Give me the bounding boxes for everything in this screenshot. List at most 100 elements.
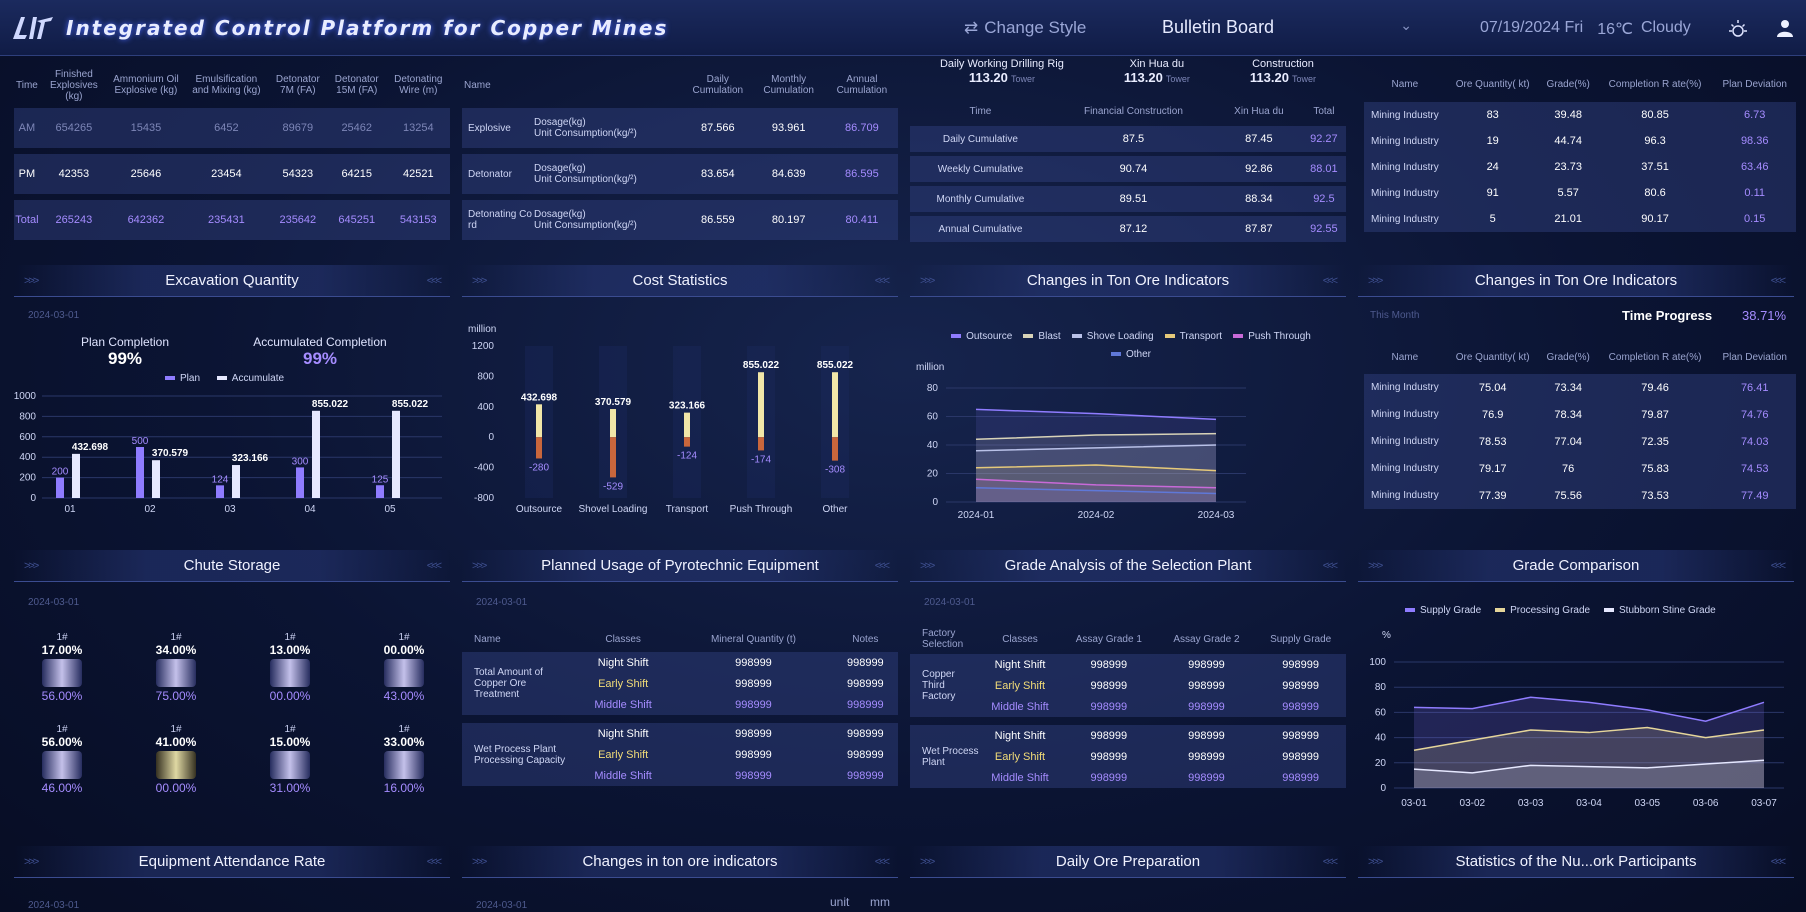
series-area [1414,760,1764,788]
section-title-text: Daily Ore Preparation [1055,853,1201,870]
chevron-down-icon: ⌄ [1400,17,1412,33]
board-select-value: Bulletin Board [1162,17,1275,37]
drill-group-title: Daily Working Drilling Rig [939,58,1064,70]
col-header: Name [474,633,501,645]
cell: 92.86 [1245,163,1273,175]
table-row: Total 265243 642362 235431 235642 645251… [14,200,450,240]
unit-label: unit [830,895,850,909]
series-line [975,478,1217,489]
col-header: Plan Deviation [1722,78,1787,90]
cell: Mining Industry [1370,187,1439,199]
negative-bar [536,437,542,459]
time-progress-label: Time Progress [1622,308,1713,323]
accumulate-bar [72,453,80,498]
cell: 74.53 [1740,462,1769,475]
chute-cylinder [42,751,82,779]
cell: 74.03 [1740,435,1769,448]
user-icon[interactable] [1776,19,1794,37]
negative-data-label: -174 [751,454,771,465]
col-header [534,62,684,108]
mining-top-table: Name Ore Quantity( kt) Grade(%) Completi… [1364,66,1796,232]
chute-bottom-value: 46.00% [41,781,83,795]
cell: 75.04 [1478,381,1507,394]
cell: 998999 [1090,750,1128,763]
series-line [975,444,1217,452]
date-text: 07/19/2024 Fri [1480,19,1584,36]
cell: Total [15,214,39,226]
cell: 77.04 [1554,435,1582,448]
plan-bar [296,467,304,498]
series-area [976,433,1216,502]
plan-data-label: 300 [292,456,309,467]
series-line [1413,726,1765,751]
negative-data-label: -280 [529,462,549,473]
x-tick-label: 03-03 [1518,798,1544,809]
grade-comparison-legend: Supply Grade Processing Grade Stubborn S… [1405,605,1716,616]
cell: 998999 [1090,771,1128,784]
x-tick-label: 03-07 [1751,798,1777,809]
x-tick-label: Shovel Loading [579,504,648,515]
cell: 5.57 [1557,187,1579,199]
weather-text: Cloudy [1640,19,1691,36]
y-axis-label: million [916,362,944,373]
cell: 6452 [214,122,239,134]
cell: 0.15 [1743,213,1766,225]
series-line [1413,696,1765,722]
cell: 998999 [1090,679,1128,692]
y-tick-label: 0 [488,432,494,443]
section-title-text: Equipment Attendance Rate [138,853,326,870]
legend-swatch [1495,608,1506,613]
table-row: Mining Industry 19 44.74 96.3 98.36 [1364,128,1796,154]
chute-cylinder [384,659,424,687]
cell: 87.45 [1245,133,1273,145]
cell: Middle Shift [594,769,652,782]
top-bar: Integrated Control Platform for Copper M… [0,0,1806,56]
cell: 543153 [399,214,437,226]
change-style-label: Change Style [984,18,1087,37]
grade-analysis-table: Factory Selection Classes Assay Grade 1 … [910,624,1346,788]
y-tick-label: 0 [1380,783,1386,794]
y-tick-label: 1200 [472,341,495,352]
table-row: Mining Industry 79.17 76 75.83 74.53 [1364,455,1796,482]
cell: Mining Industry [1370,213,1439,225]
cell: 79.17 [1478,462,1507,475]
cell: Mining Industry [1370,409,1439,420]
logo-icon[interactable] [10,10,56,46]
chute-bottom-value: 56.00% [41,689,83,703]
col-header: Detonator 15M (FA) [334,74,379,96]
series-area [1414,727,1764,788]
y-tick-label: 80 [1375,682,1387,693]
cell: 79.46 [1641,381,1669,394]
change-style-button[interactable]: ⇄ Change Style [964,18,1086,38]
section-title-text: Cost Statistics [632,272,728,289]
section-title: >>> Excavation Quantity <<< [14,265,450,297]
sun-icon[interactable] [1727,18,1749,40]
legend-label: Other [1125,349,1151,360]
cell: Detonator [468,168,512,180]
cell: 72.35 [1641,435,1669,448]
grade-comparison-chart: % 0 20 40 60 80 100 03-01 03-02 03-03 03-04 03-05 03… [1369,630,1784,809]
drill-group-unit: Tower [1010,74,1035,84]
excavation-chart: 0 200 400 600 800 1000 01 200 432.698 02 500370.57… [14,391,442,515]
cell: 78.53 [1478,435,1507,448]
unit-mm-label: mm [870,895,890,909]
cell: 88.01 [1310,163,1338,175]
col-header: Completion R ate(%) [1608,78,1702,90]
cell: 87.12 [1119,223,1148,235]
table-row: Mining Industry 5 21.01 90.17 0.15 [1364,206,1796,232]
cost-chart: million 1200 800 400 0 -400 -800 Outsource 432.6… [468,324,854,515]
table-row: Middle Shift 998999 998999 998999 [910,696,1346,717]
ton-ore-legend: Outsource Blast Shove Loading Transport … [916,328,1346,364]
positive-bar [832,372,838,438]
cell: 89679 [282,122,314,134]
table-row: Middle Shift 998999 998999 998999 [910,767,1346,788]
positive-data-label: 855.022 [743,360,780,371]
negative-data-label: -124 [677,451,697,462]
cell: 998999 [735,727,772,740]
drilling-table: Time Financial Construction Xin Hua du T… [910,96,1346,242]
board-select[interactable]: Bulletin Board ⌄ [1162,17,1412,38]
cell: Mining Industry [1370,382,1439,393]
cell: 235642 [279,214,317,226]
accumulate-bar [312,410,320,498]
cell: 998999 [1282,700,1319,713]
